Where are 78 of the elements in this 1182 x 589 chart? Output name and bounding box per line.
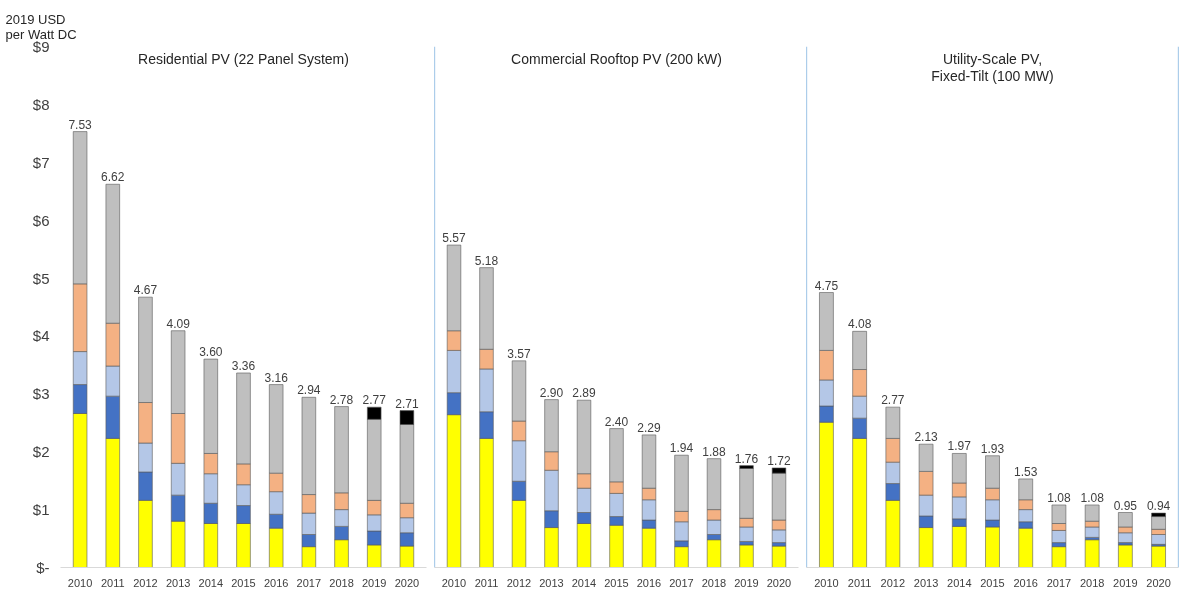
total-label: 5.18	[474, 253, 499, 268]
x-tick-label: 2016	[263, 576, 289, 589]
x-tick-label: 2014	[947, 576, 972, 589]
total-label: 1.53	[1014, 464, 1038, 479]
x-tick-label: 2015	[980, 576, 1005, 589]
y-tick-label: $4	[32, 327, 50, 345]
y-tick-label: $2	[32, 443, 50, 461]
total-label: 0.94	[1146, 499, 1171, 514]
total-label: 2.71	[395, 396, 419, 411]
x-tick-label: 2010	[441, 576, 467, 589]
x-tick-label: 2018	[1079, 576, 1105, 589]
total-label: 3.16	[264, 370, 289, 385]
x-tick-label: 2019	[1113, 576, 1138, 589]
x-tick-label: 2016	[1013, 576, 1038, 589]
total-label: 4.09	[166, 316, 191, 331]
total-label: 5.57	[442, 231, 466, 246]
total-label: 0.95	[1113, 498, 1138, 513]
text: Utility-Scale PV, Fixed-Tilt (100 MW)	[931, 50, 1054, 84]
total-label: 3.60	[199, 345, 223, 360]
x-tick-label: 2015	[604, 576, 629, 589]
x-tick-label: 2013	[539, 576, 564, 589]
total-label: 3.36	[231, 358, 256, 373]
x-tick-label: 2012	[506, 576, 532, 589]
x-tick-label: 2019	[734, 576, 759, 589]
x-tick-label: 2013	[165, 576, 191, 589]
y-tick-label: $6	[32, 211, 50, 229]
y-tick-label: $8	[32, 95, 50, 113]
x-tick-label: 2020	[394, 576, 420, 589]
x-tick-label: 2012	[880, 576, 906, 589]
chart-title: Residential PV (22 Panel System)	[138, 50, 349, 67]
total-label: 4.08	[847, 317, 872, 332]
x-tick-label: 2014	[198, 576, 224, 589]
total-label: 2.77	[881, 393, 905, 408]
total-label: 2.77	[362, 393, 387, 408]
total-label: 1.97	[947, 439, 972, 454]
total-label: 2.78	[329, 392, 354, 407]
x-tick-label: 2014	[571, 576, 597, 589]
total-label: 3.57	[507, 346, 531, 361]
x-tick-label: 2011	[474, 576, 499, 589]
x-tick-label: 2012	[133, 576, 158, 589]
x-tick-label: 2011	[100, 576, 125, 589]
x-tick-label: 2011	[847, 576, 872, 589]
total-label: 2.94	[297, 383, 321, 398]
total-label: 1.88	[702, 444, 726, 459]
total-label: 7.53	[68, 117, 93, 132]
y-tick-label: $-	[36, 559, 50, 576]
x-tick-label: 2019	[361, 576, 387, 589]
x-tick-label: 2020	[766, 576, 792, 589]
total-label: 2.90	[539, 385, 564, 400]
y-tick-label: $5	[32, 269, 50, 287]
total-label: 1.93	[980, 441, 1005, 456]
total-label: 1.94	[669, 441, 694, 456]
y-tick-label: $3	[32, 385, 50, 403]
x-tick-label: 2010	[814, 576, 839, 589]
x-tick-label: 2018	[701, 576, 727, 589]
total-label: 2.89	[572, 386, 596, 401]
y-tick-label: $7	[32, 153, 50, 171]
x-tick-label: 2017	[296, 576, 322, 589]
total-label: 1.72	[767, 453, 791, 468]
x-tick-label: 2017	[669, 576, 694, 589]
total-label: 6.62	[101, 170, 125, 185]
total-label: 2.40	[604, 414, 629, 429]
total-label: 4.75	[814, 278, 839, 293]
x-tick-label: 2020	[1146, 576, 1171, 589]
total-label: 1.76	[734, 451, 759, 466]
y-tick-label: $1	[32, 501, 50, 519]
total-label: 2.29	[637, 420, 661, 435]
x-tick-label: 2010	[67, 576, 93, 589]
x-tick-label: 2015	[231, 576, 256, 589]
total-label: 2.13	[914, 430, 939, 445]
total-label: 1.08	[1080, 490, 1105, 505]
total-label: 1.08	[1047, 490, 1071, 505]
x-tick-label: 2018	[329, 576, 354, 589]
x-tick-label: 2013	[913, 576, 939, 589]
x-tick-label: 2016	[636, 576, 662, 589]
total-label: 4.67	[133, 283, 158, 298]
chart-title: Commercial Rooftop PV (200 kW)	[511, 50, 722, 67]
x-tick-label: 2017	[1046, 576, 1072, 589]
